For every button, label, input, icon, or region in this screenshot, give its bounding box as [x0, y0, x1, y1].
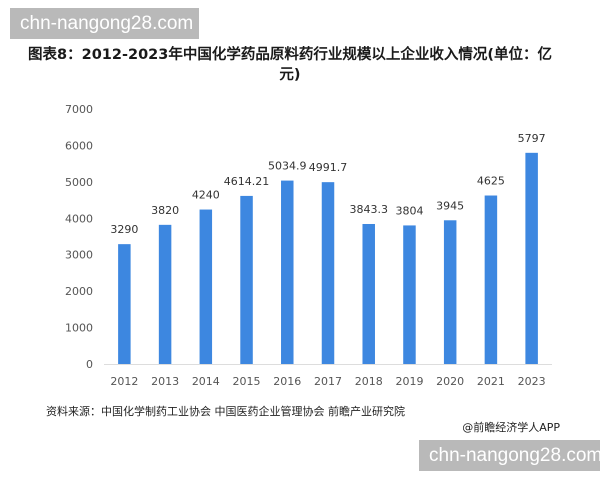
bar [158, 224, 172, 364]
y-tick-label: 0 [86, 358, 93, 371]
x-tick-label: 2014 [192, 375, 220, 388]
bar [199, 209, 213, 364]
watermark-top: chn-nangong28.com [10, 8, 199, 39]
y-tick-label: 1000 [65, 322, 93, 335]
x-tick-label: 2019 [395, 375, 423, 388]
data-label: 3290 [110, 223, 138, 236]
data-label: 3820 [151, 204, 179, 217]
data-label: 3804 [395, 204, 423, 217]
x-tick-label: 2013 [151, 375, 179, 388]
y-tick-label: 5000 [65, 176, 93, 189]
data-label: 4240 [192, 189, 220, 202]
data-label: 4614.21 [224, 175, 270, 188]
y-tick-label: 4000 [65, 212, 93, 225]
x-tick-label: 2021 [477, 375, 505, 388]
x-tick-label: 2020 [436, 375, 464, 388]
y-tick-label: 6000 [65, 139, 93, 152]
watermark-bottom: chn-nangong28.com [419, 440, 600, 471]
bar [321, 182, 335, 364]
bar [362, 223, 375, 364]
data-label: 5797 [518, 132, 546, 145]
x-tick-label: 2017 [314, 375, 342, 388]
bar [525, 152, 538, 364]
x-tick-label: 2015 [233, 375, 261, 388]
data-label: 4625 [477, 175, 505, 188]
y-tick-label: 2000 [65, 285, 93, 298]
data-label: 4991.7 [309, 161, 348, 174]
x-tick-label: 2018 [355, 375, 383, 388]
x-tick-label: 2016 [273, 375, 301, 388]
source-note: 资料来源：中国化学制药工业协会 中国医药企业管理协会 前瞻产业研究院 [46, 405, 405, 418]
y-tick-label: 7000 [65, 103, 93, 116]
x-tick-label: 2012 [110, 375, 138, 388]
chart-title: 图表8：2012-2023年中国化学药品原料药行业规模以上企业收入情况(单位：亿… [28, 47, 552, 83]
bar [403, 225, 416, 364]
data-label: 3945 [436, 199, 464, 212]
bar [443, 220, 457, 364]
data-label: 5034.9 [268, 160, 307, 173]
bar [240, 195, 253, 364]
bar [281, 180, 294, 364]
data-label: 3843.3 [349, 203, 388, 216]
y-tick-label: 3000 [65, 249, 93, 262]
credit-label: @前瞻经济学人APP [462, 421, 560, 434]
x-tick-label: 2023 [518, 375, 546, 388]
bar [118, 244, 131, 364]
bar [484, 195, 498, 364]
